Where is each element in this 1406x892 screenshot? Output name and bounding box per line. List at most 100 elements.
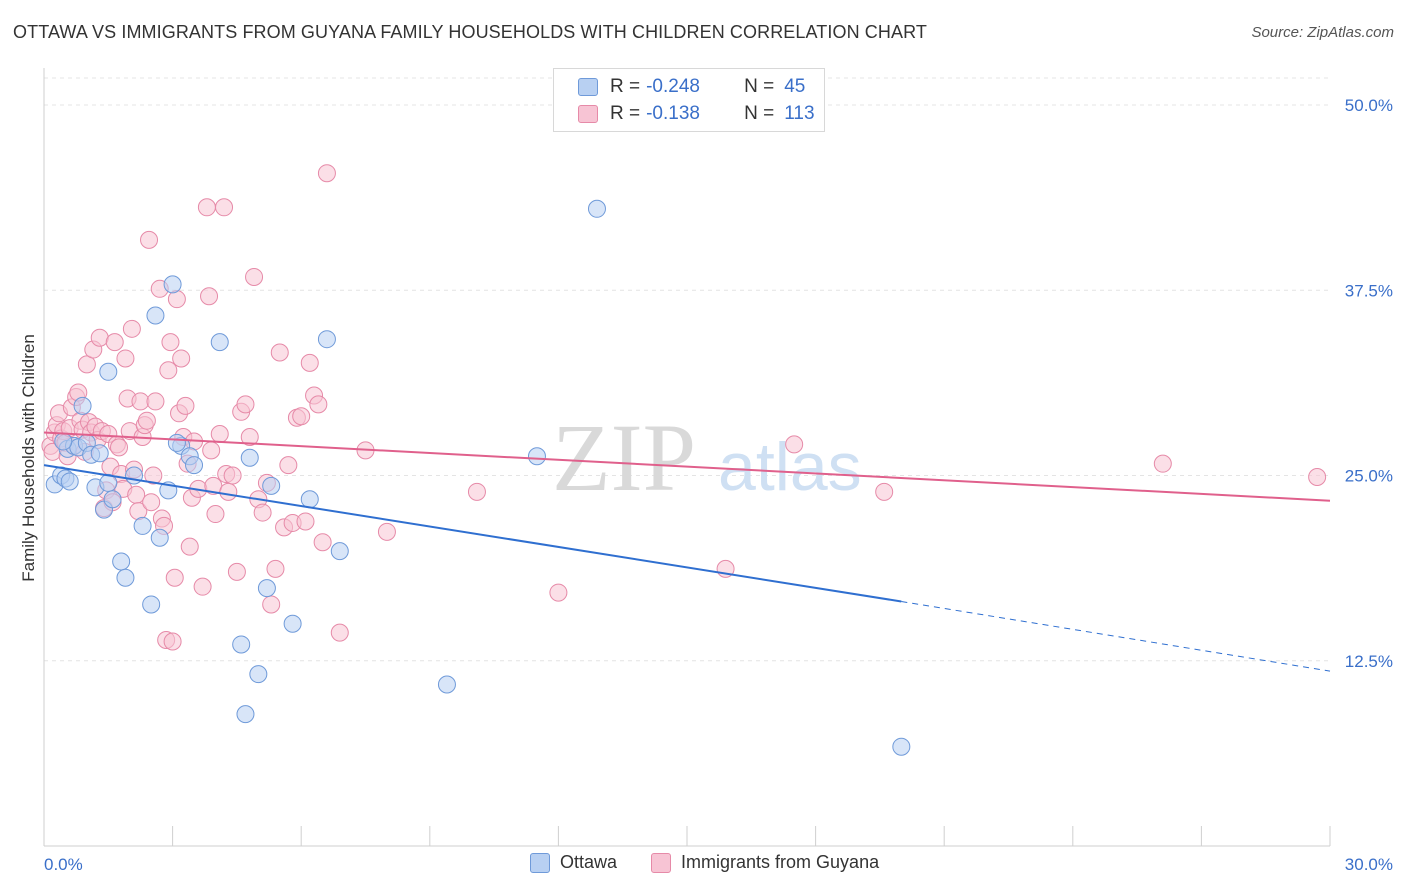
- point-guyana: [110, 438, 129, 457]
- data-points: [41, 164, 1327, 756]
- point-guyana: [116, 349, 135, 368]
- legend-r-value: -0.138: [646, 103, 700, 124]
- legend-r-value: -0.248: [646, 76, 700, 97]
- x-tick-label: 0.0%: [44, 855, 83, 874]
- point-ottawa: [146, 306, 165, 325]
- point-guyana: [245, 267, 264, 286]
- point-ottawa: [60, 472, 79, 491]
- y-tick-label: 50.0%: [1345, 96, 1393, 115]
- point-guyana: [161, 333, 180, 352]
- point-guyana: [122, 319, 141, 338]
- point-guyana: [200, 287, 219, 306]
- point-guyana: [144, 466, 163, 485]
- point-guyana: [90, 328, 109, 347]
- point-guyana: [785, 435, 804, 454]
- point-guyana: [1153, 454, 1172, 473]
- legend-n-label: N =: [744, 103, 775, 124]
- series-legend: Ottawa Immigrants from Guyana: [530, 852, 913, 873]
- tick-labels: 12.5% 25.0% 37.5% 50.0% 0.0% 30.0%: [44, 96, 1393, 874]
- point-guyana: [127, 485, 146, 504]
- point-guyana: [180, 537, 199, 556]
- point-guyana: [270, 343, 289, 362]
- point-ottawa: [116, 568, 135, 587]
- point-guyana: [266, 559, 285, 578]
- trend-line-ottawa: [43, 464, 902, 603]
- point-guyana: [215, 198, 234, 217]
- legend-n-label: N =: [744, 76, 775, 97]
- point-ottawa: [210, 333, 229, 352]
- legend-item-ottawa[interactable]: Ottawa: [530, 852, 617, 873]
- legend-n-value: 113: [784, 103, 815, 124]
- point-guyana: [206, 505, 225, 524]
- y-axis-label: Family Households with Children: [19, 334, 38, 582]
- point-guyana: [172, 349, 191, 368]
- point-ottawa: [90, 444, 109, 463]
- point-ottawa: [142, 595, 161, 614]
- point-guyana: [202, 441, 221, 460]
- trend-line-guyana: [43, 431, 1331, 502]
- point-ottawa: [54, 432, 73, 451]
- point-ottawa: [99, 362, 118, 381]
- legend-item-guyana[interactable]: Immigrants from Guyana: [651, 852, 879, 873]
- point-guyana: [292, 407, 311, 426]
- y-tick-label: 37.5%: [1345, 281, 1393, 300]
- point-guyana: [105, 333, 124, 352]
- point-ottawa: [232, 635, 251, 654]
- legend-r-label: R =: [610, 76, 641, 97]
- point-guyana: [159, 361, 178, 380]
- watermark: ZIP atlas: [552, 404, 862, 511]
- legend-row-ottawa: R = -0.248 N = 45: [578, 75, 864, 99]
- point-guyana: [296, 512, 315, 531]
- point-guyana: [131, 392, 150, 411]
- point-ottawa: [262, 476, 281, 495]
- point-guyana: [223, 466, 242, 485]
- point-ottawa: [185, 456, 204, 475]
- point-guyana: [313, 533, 332, 552]
- legend-swatch-guyana: [578, 105, 598, 123]
- point-guyana: [240, 427, 259, 446]
- point-ottawa: [257, 579, 276, 598]
- point-guyana: [146, 392, 165, 411]
- point-ottawa: [112, 552, 131, 571]
- point-guyana: [142, 493, 161, 512]
- axes: [43, 68, 1331, 847]
- point-guyana: [1308, 468, 1327, 487]
- point-guyana: [219, 482, 238, 501]
- point-ottawa: [133, 516, 152, 535]
- point-guyana: [279, 456, 298, 475]
- point-ottawa: [167, 433, 186, 452]
- point-guyana: [176, 396, 195, 415]
- point-guyana: [875, 482, 894, 501]
- legend-label-guyana: Immigrants from Guyana: [681, 852, 880, 872]
- chart-title: OTTAWA VS IMMIGRANTS FROM GUYANA FAMILY …: [13, 22, 927, 42]
- point-ottawa: [125, 466, 144, 485]
- legend-label-ottawa: Ottawa: [560, 852, 618, 872]
- point-guyana: [137, 411, 156, 430]
- source-label: Source: ZipAtlas.com: [1251, 24, 1394, 41]
- point-ottawa: [240, 448, 259, 467]
- point-guyana: [317, 164, 336, 183]
- point-ottawa: [73, 396, 92, 415]
- y-tick-label: 25.0%: [1345, 467, 1393, 486]
- point-guyana: [167, 290, 186, 309]
- point-guyana: [262, 595, 281, 614]
- point-guyana: [330, 623, 349, 642]
- x-tick-label: 30.0%: [1345, 855, 1393, 874]
- point-guyana: [236, 395, 255, 414]
- point-guyana: [197, 198, 216, 217]
- legend-swatch-ottawa: [578, 78, 598, 96]
- watermark-zip: ZIP: [552, 404, 696, 511]
- legend-n-value: 45: [784, 76, 806, 97]
- point-ottawa: [283, 614, 302, 633]
- point-guyana: [467, 482, 486, 501]
- point-ottawa: [330, 542, 349, 561]
- stats-legend: R = -0.248 N = 45 R = -0.138 N = 113: [553, 68, 825, 132]
- point-guyana: [77, 355, 96, 374]
- point-guyana: [377, 522, 396, 541]
- point-ottawa: [892, 737, 911, 756]
- point-guyana: [193, 577, 212, 596]
- point-guyana: [227, 562, 246, 581]
- point-ottawa: [236, 705, 255, 724]
- point-guyana: [309, 395, 328, 414]
